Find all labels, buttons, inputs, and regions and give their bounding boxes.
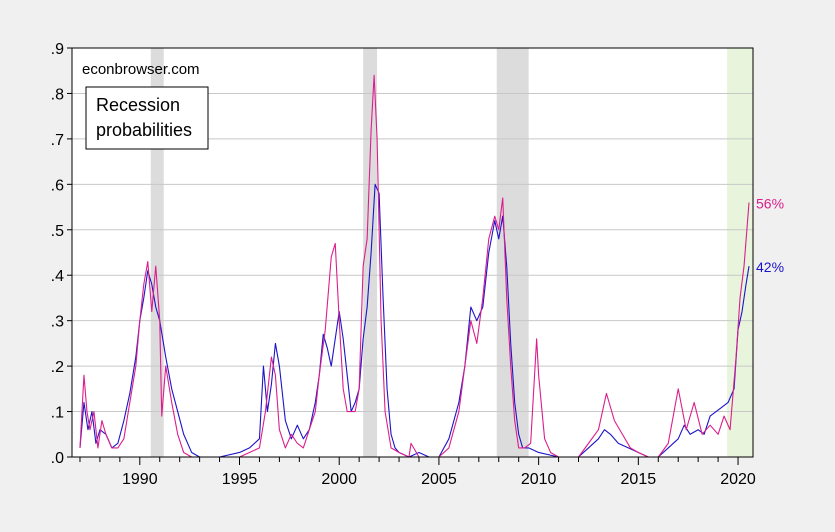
gridlines xyxy=(72,92,753,413)
x-tick-label: 2010 xyxy=(521,471,557,488)
y-tick-label: .4 xyxy=(51,268,64,285)
x-tick-label: 1990 xyxy=(122,471,158,488)
series-layer xyxy=(79,74,750,458)
y-tick-label: .5 xyxy=(51,223,64,240)
x-tick-label: 2000 xyxy=(321,471,357,488)
y-tick-label: .6 xyxy=(51,177,64,194)
forecast-band xyxy=(727,48,753,457)
x-tick-label: 2020 xyxy=(720,471,756,488)
x-axis: 1990 1995 2000 2005 2010 2015 2020 xyxy=(79,457,756,488)
watermark: econbrowser.com xyxy=(82,61,200,78)
recession-band xyxy=(363,48,378,457)
y-tick-label: .8 xyxy=(51,86,64,103)
legend-box xyxy=(85,86,209,150)
y-tick-label: .1 xyxy=(51,405,64,422)
x-tick-label: 2015 xyxy=(621,471,657,488)
series-magenta-line xyxy=(79,74,750,458)
legend-line-1: Recession xyxy=(96,95,180,115)
legend-line-2: probabilities xyxy=(96,120,192,140)
x-tick-label: 1995 xyxy=(222,471,258,488)
y-axis: .0 .1 .2 .3 .4 .5 .6 .7 .8 .9 xyxy=(51,41,72,467)
y-tick-label: .0 xyxy=(51,450,64,467)
y-tick-label: .7 xyxy=(51,132,64,149)
plot-frame xyxy=(71,47,754,458)
y-tick-label: .9 xyxy=(51,41,64,58)
y-tick-label: .3 xyxy=(51,314,64,331)
y-tick-label: .2 xyxy=(51,359,64,376)
series-end-label: 56% xyxy=(756,196,784,212)
end-labels: 42% 56% xyxy=(756,196,784,276)
x-tick-label: 2005 xyxy=(421,471,457,488)
series-blue-line xyxy=(79,183,750,458)
series-end-label: 42% xyxy=(756,259,784,275)
